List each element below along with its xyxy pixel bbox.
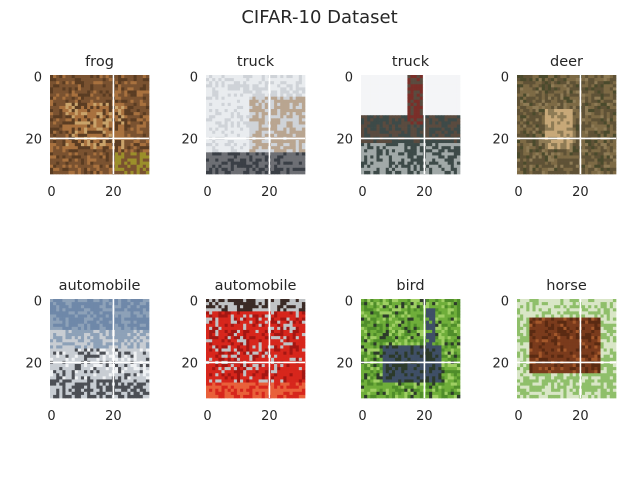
x-tick-label: 20 [261,185,278,200]
x-tick-label: 20 [261,409,278,424]
x-tick-label: 0 [47,185,55,200]
panel-grid: frog 0 20 0 20 truck 0 20 0 20 truck 0 20 0 20 deer 0 20 0… [25,54,617,424]
x-tick-label: 20 [572,185,589,200]
panel-title: bird [396,278,424,294]
y-tick-label: 20 [492,132,509,147]
y-tick-label: 0 [34,295,42,310]
panel-3: truck 0 20 0 20 [336,54,461,200]
panel-title: frog [85,54,114,70]
panel-image [50,299,150,399]
y-tick-label: 20 [492,356,509,371]
figure-title: CIFAR-10 Dataset [241,7,397,28]
panel-1: frog 0 20 0 20 [25,54,150,200]
x-tick-label: 20 [105,185,122,200]
panel-title: truck [392,54,430,70]
y-tick-label: 0 [34,71,42,86]
panel-image [50,75,150,175]
x-tick-label: 0 [203,185,211,200]
y-tick-label: 20 [336,132,353,147]
y-tick-label: 20 [336,356,353,371]
y-tick-label: 0 [345,295,353,310]
y-tick-label: 20 [25,132,42,147]
x-tick-label: 20 [416,409,433,424]
panel-title: deer [550,54,583,70]
panel-image [206,75,306,175]
panel-image [361,299,461,399]
panel-title: automobile [215,278,297,294]
panel-4: deer 0 20 0 20 [492,54,617,200]
x-tick-label: 20 [416,185,433,200]
x-tick-label: 0 [203,409,211,424]
x-tick-label: 20 [572,409,589,424]
y-tick-label: 20 [181,132,198,147]
x-tick-label: 0 [358,409,366,424]
panel-5: automobile 0 20 0 20 [25,278,150,424]
y-tick-label: 20 [181,356,198,371]
panel-6: automobile 0 20 0 20 [181,278,306,424]
panel-title: truck [237,54,275,70]
x-tick-label: 0 [47,409,55,424]
y-tick-label: 0 [345,71,353,86]
panel-image [361,75,461,175]
y-tick-label: 0 [190,295,198,310]
y-tick-label: 0 [501,295,509,310]
panel-7: bird 0 20 0 20 [336,278,461,424]
panel-image [517,299,617,399]
x-tick-label: 0 [514,409,522,424]
panel-8: horse 0 20 0 20 [492,278,617,424]
panel-image [206,299,306,399]
panel-2: truck 0 20 0 20 [181,54,306,200]
y-tick-label: 0 [190,71,198,86]
y-tick-label: 20 [25,356,42,371]
x-tick-label: 20 [105,409,122,424]
y-tick-label: 0 [501,71,509,86]
x-tick-label: 0 [514,185,522,200]
panel-title: automobile [59,278,141,294]
panel-image [517,75,617,175]
x-tick-label: 0 [358,185,366,200]
panel-title: horse [546,278,587,294]
